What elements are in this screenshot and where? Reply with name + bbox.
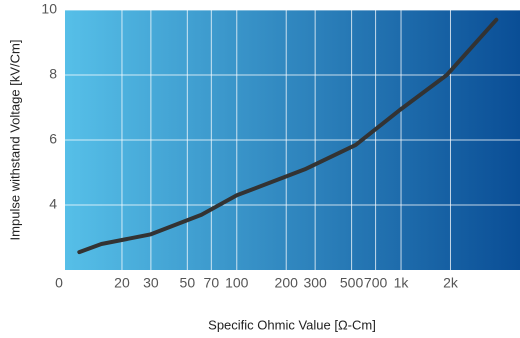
x-tick-label: 100 <box>225 275 249 291</box>
x-tick-label: 50 <box>180 275 196 291</box>
x-tick-label: 700 <box>364 275 388 291</box>
y-tick-label: 4 <box>49 196 57 212</box>
x-axis-title: Specific Ohmic Value [Ω-Cm] <box>208 317 376 332</box>
line <box>77 17 499 255</box>
x-tick-label: 30 <box>143 275 159 291</box>
x-tick-label: 20 <box>114 275 130 291</box>
x-tick-label: 500 <box>340 275 364 291</box>
y-tick-label: 10 <box>41 1 57 17</box>
x-tick-label: 300 <box>303 275 327 291</box>
y-tick-label: 6 <box>49 131 57 147</box>
x-origin-label: 0 <box>55 275 63 291</box>
x-tick-label: 70 <box>204 275 220 291</box>
x-tick-label: 1k <box>394 275 410 291</box>
y-axis-title: Impulse withstand Voltage [kV/Cm] <box>7 40 22 241</box>
x-tick-label: 200 <box>275 275 299 291</box>
y-tick-label: 8 <box>49 66 57 82</box>
x-tick-label: 2k <box>443 275 459 291</box>
